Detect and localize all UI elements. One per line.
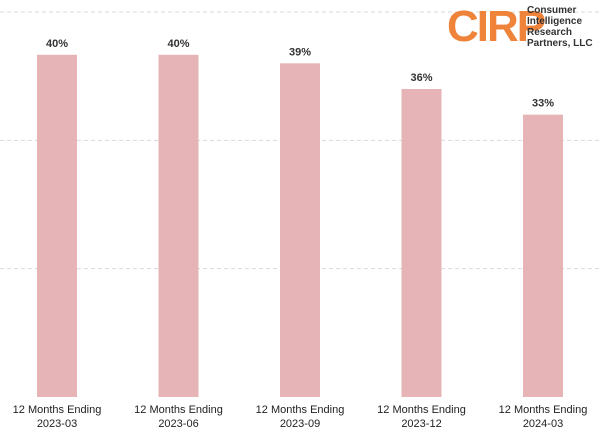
bar xyxy=(523,114,563,398)
logo-text: Consumer Intelligence Research Partners,… xyxy=(527,5,593,49)
x-tick-label: 12 Months Ending 2023-03 xyxy=(12,404,102,430)
value-label: 39% xyxy=(289,46,311,58)
bar xyxy=(158,54,199,398)
x-tick-label: 12 Months Ending 2023-09 xyxy=(255,404,345,430)
bar xyxy=(280,63,320,397)
value-label: 33% xyxy=(532,98,554,110)
x-tick-label: 12 Months Ending 2023-06 xyxy=(134,404,223,430)
bar xyxy=(401,89,442,397)
value-label: 36% xyxy=(410,72,432,84)
x-tick-label: 12 Months Ending 2023-12 xyxy=(377,404,466,430)
bar xyxy=(37,54,77,398)
value-label: 40% xyxy=(167,38,189,50)
value-label: 40% xyxy=(46,38,68,50)
x-tick-label: 12 Months Ending 2024-03 xyxy=(498,404,588,430)
logo-mark: CIRP xyxy=(447,2,546,51)
